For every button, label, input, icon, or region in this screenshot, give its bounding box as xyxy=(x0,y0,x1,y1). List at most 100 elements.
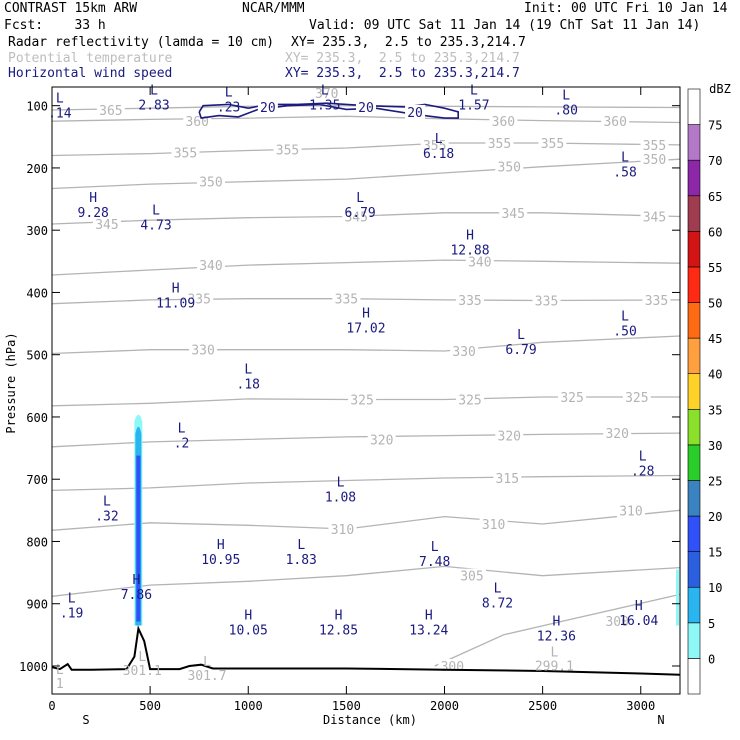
colorbar-swatch xyxy=(687,195,701,232)
theta-label-bg xyxy=(495,159,524,174)
theta-label: 340 xyxy=(199,259,222,274)
wind-extremum-value: .58 xyxy=(613,166,636,181)
y-tick-label: 900 xyxy=(26,598,48,612)
wind-extremum-marker: H xyxy=(335,608,343,623)
theta-label-bg xyxy=(348,392,377,407)
colorbar-level-label: 5 xyxy=(708,617,715,631)
colorbar-swatch xyxy=(687,444,701,481)
theta-contour-335 xyxy=(51,298,681,305)
theta-label: 345 xyxy=(344,210,367,225)
theta-label: 310 xyxy=(331,523,354,538)
theta-label-bg xyxy=(92,216,121,231)
wind-extremum-marker: H xyxy=(172,281,180,296)
wind-contour-label-bg xyxy=(356,99,376,114)
theta-label-bg xyxy=(499,205,528,220)
x-tick-label: 1000 xyxy=(234,699,263,713)
theta-label: 345 xyxy=(643,210,666,225)
theta-label: 335 xyxy=(458,294,481,309)
colorbar-level-label: 70 xyxy=(708,154,722,168)
colorbar-swatch xyxy=(687,373,701,410)
theta-contour-320 xyxy=(51,432,681,448)
wind-extremum-value: 8.72 xyxy=(482,597,513,612)
colorbar-swatch xyxy=(687,586,701,624)
wind-extremum-value: .19 xyxy=(60,606,83,621)
wind-extremum-marker: H xyxy=(635,599,643,614)
theta-label-bg xyxy=(456,292,485,307)
colorbar-level-label: 35 xyxy=(708,403,722,417)
theta-extremum-value: 299.1 xyxy=(535,660,574,675)
theta-label: 355 xyxy=(174,146,197,161)
theta-contour-325 xyxy=(51,396,680,407)
field-wind: Horizontal wind speed xyxy=(8,66,173,81)
theta-label-bg xyxy=(185,291,214,306)
wind-extremum-value: 6.79 xyxy=(344,206,375,221)
theta-label: 320 xyxy=(498,430,521,445)
x-tick-label: 1500 xyxy=(332,699,361,713)
reflectivity-15dbz xyxy=(136,455,141,622)
theta-contour-350 xyxy=(51,158,681,190)
wind-extremum-value: 7.48 xyxy=(419,555,450,570)
wind-extremum-marker: L xyxy=(639,450,647,465)
colorbar-swatch xyxy=(687,408,701,446)
theta-label: 315 xyxy=(496,472,519,487)
forecast-hour: Fcst: 33 h xyxy=(4,18,106,33)
wind-extremum-marker: H xyxy=(89,191,97,206)
wind-extremum-marker: L xyxy=(225,85,233,100)
theta-label: 310 xyxy=(482,518,505,533)
wind-extremum-value: 13.24 xyxy=(409,623,448,638)
colorbar-level-label: 45 xyxy=(708,332,722,346)
theta-label-bg xyxy=(367,432,396,447)
theta-extremum-value: 301.1 xyxy=(123,664,162,679)
model-title: CONTRAST 15km ARW xyxy=(4,1,138,16)
theta-label-bg xyxy=(532,293,561,308)
theta-label-bg xyxy=(493,470,522,485)
theta-label: 370 xyxy=(315,87,338,102)
colorbar-swatch xyxy=(687,658,701,695)
wind-extremum-marker: L xyxy=(562,88,570,103)
colorbar-swatch xyxy=(687,337,701,375)
theta-label-bg xyxy=(640,209,669,224)
wind-extremum-marker: L xyxy=(435,132,443,147)
wind-extremum-value: 6.79 xyxy=(505,343,536,358)
theta-label-bg xyxy=(558,390,587,405)
theta-label: 325 xyxy=(560,391,583,406)
theta-label: 325 xyxy=(625,391,648,406)
wind-extremum-marker: L xyxy=(356,191,364,206)
theta-label-bg xyxy=(640,137,669,152)
wind-extremum-marker: H xyxy=(244,608,252,623)
theta-contour-310 xyxy=(51,509,681,531)
theta-label-bg xyxy=(171,145,200,160)
y-tick-label: 500 xyxy=(26,349,48,363)
theta-label: 335 xyxy=(535,295,558,310)
theta-contour-365 xyxy=(51,105,681,111)
theta-label-bg xyxy=(538,136,567,151)
y-tick-label: 1000 xyxy=(19,660,48,674)
colorbar-swatch xyxy=(687,266,701,303)
theta-label-bg xyxy=(450,343,479,358)
theta-extremum-marker: L xyxy=(550,646,558,661)
theta-contour-360 xyxy=(51,115,681,124)
colorbar-level-label: 0 xyxy=(708,652,715,666)
wind-extremum-value: 11.09 xyxy=(156,296,195,311)
theta-label-bg xyxy=(189,342,218,357)
wind-extremum-value: 16.04 xyxy=(619,614,658,629)
wind-extremum-marker: L xyxy=(337,476,345,491)
field-reflectivity-xy: XY= 235.3, 2.5 to 235.3,214.7 xyxy=(291,35,526,50)
colorbar-swatch xyxy=(687,622,701,659)
wind-extremum-marker: L xyxy=(244,362,252,377)
theta-label: 310 xyxy=(619,504,642,519)
x-tick-label: 3000 xyxy=(626,699,655,713)
theta-label-bg xyxy=(603,614,632,629)
theta-label: 355 xyxy=(643,139,666,154)
theta-label: 365 xyxy=(99,104,122,119)
theta-label: 300 xyxy=(605,615,628,630)
terrain-line xyxy=(51,625,681,676)
colorbar-swatch xyxy=(687,551,701,588)
wind-extremum-value: 1.35 xyxy=(309,98,340,113)
theta-label: 350 xyxy=(643,153,666,168)
valid-time: Valid: 09 UTC Sat 11 Jan 14 (19 ChT Sat … xyxy=(309,18,701,33)
y-tick-label: 300 xyxy=(26,224,48,238)
theta-label: 360 xyxy=(185,115,208,130)
wind-extremum-marker: L xyxy=(297,538,305,553)
theta-label-bg xyxy=(196,174,225,189)
